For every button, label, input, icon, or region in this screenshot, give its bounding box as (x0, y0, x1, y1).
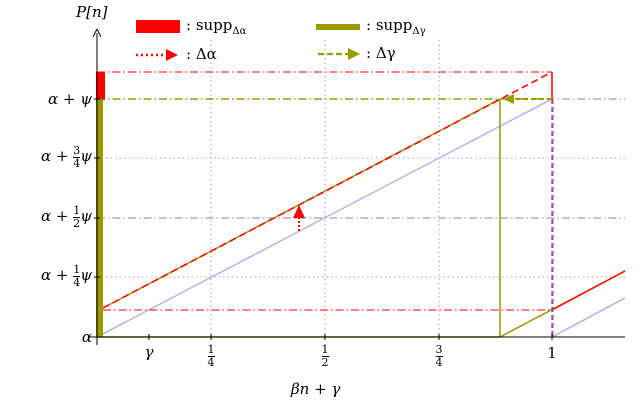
x-tick-one: 1 (547, 344, 557, 362)
legend-swatch-supp-gamma (316, 24, 360, 30)
base-ramp (96, 98, 553, 338)
supp-alpha-bar (96, 72, 105, 100)
base-sawtooth (96, 98, 626, 338)
y-tick-full: α + ψ (48, 90, 92, 108)
delta-gamma-arrow (503, 94, 552, 104)
legend-swatch-delta-alpha (136, 49, 178, 61)
delta-alpha-arrow (293, 205, 305, 231)
legend-swatch-supp-alpha (136, 20, 180, 33)
legend-label-supp-gamma: : suppΔγ (366, 16, 426, 37)
y-tick-alpha: α (81, 328, 92, 346)
alpha-ramp-next (551, 270, 626, 311)
grid-dashdot (97, 98, 625, 219)
y-tick-marks (94, 98, 100, 338)
legend-label-supp-alpha: : suppΔα (186, 16, 247, 37)
base-ramp-next (551, 297, 626, 338)
x-tick-gamma: γ (144, 343, 154, 361)
y-axis-title: P[n] (76, 3, 108, 21)
x-tick-marks (148, 334, 553, 340)
legend-label-delta-gamma: : Δγ (366, 44, 396, 62)
legend-swatch-delta-gamma (318, 48, 360, 60)
alpha-ramp (102, 71, 553, 309)
legend-label-delta-alpha: : Δα (186, 45, 217, 63)
x-axis-title: βn + γ (291, 380, 341, 398)
alpha-sawtooth (97, 71, 626, 311)
grid-dotted (97, 40, 625, 338)
